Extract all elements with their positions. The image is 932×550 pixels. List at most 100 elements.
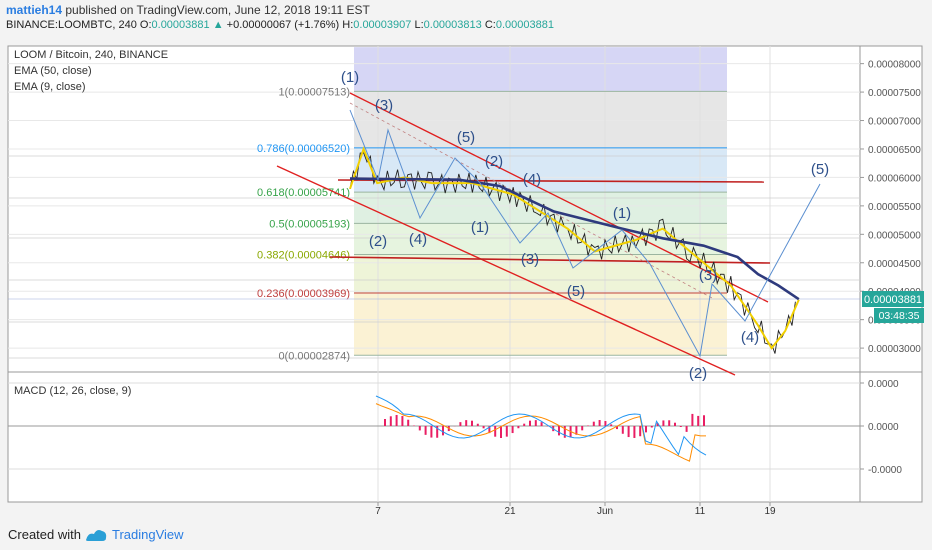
macd-histogram-bar (511, 426, 514, 434)
macd-line (375, 395, 707, 456)
price-tick-label: 0.00006000 (868, 173, 921, 184)
wave-label: (1) (471, 219, 489, 236)
macd-histogram-bar (523, 423, 526, 426)
fib-zone-3 (354, 192, 727, 224)
time-tick-label: 19 (764, 506, 776, 517)
wave-label: (5) (457, 129, 475, 146)
channel-lower-line[interactable] (276, 165, 736, 376)
fib-zone-2 (354, 147, 727, 193)
fib-label: 0.382(0.00004646) (257, 249, 350, 261)
macd-histogram-bar (558, 426, 560, 436)
macd-histogram-bar (703, 415, 705, 426)
chart-canvas[interactable]: 0.00008000 0.00007500 0.00007000 0.00006500… (0, 38, 932, 520)
fib-label: 0.618(0.00005741) (257, 187, 350, 199)
macd-histogram-bar (645, 426, 647, 433)
macd-histogram-bar (395, 414, 398, 426)
fib-label: 0.786(0.00006520) (257, 143, 350, 155)
macd-histogram-bar (598, 420, 601, 426)
high-value: 0.00003907 (353, 19, 412, 31)
macd-signal-line (375, 403, 707, 462)
legend-macd[interactable]: MACD (12, 26, close, 9) (14, 385, 131, 397)
fib-lines: 1(0.00007513) 0.786(0.00006520) 0.618(0.00… (257, 86, 727, 362)
macd-histogram-bar (633, 426, 636, 438)
macd-histogram-bar (627, 426, 630, 438)
macd-histogram-bar (488, 426, 491, 434)
fib-label: 0(0.00002874) (278, 350, 350, 362)
time-tick-label: 7 (375, 506, 381, 517)
macd-histogram-bar (685, 426, 688, 432)
low-value: 0.00003813 (423, 19, 482, 31)
macd-histogram-bar (517, 426, 520, 429)
legend-ema50[interactable]: EMA (50, close) (14, 65, 92, 77)
footer: Created with TradingView (0, 520, 932, 550)
wave-label: (5) (567, 283, 585, 300)
wave-label: (3) (375, 97, 393, 114)
macd-histogram-bar (534, 420, 537, 426)
close-value: 0.00003881 (495, 19, 554, 31)
macd-histogram-bar (662, 420, 665, 426)
author-link[interactable]: mattieh14 (6, 3, 63, 17)
macd-histogram-bar (604, 421, 607, 426)
fib-zone-1 (354, 91, 727, 148)
time-tick-label: Jun (597, 506, 613, 517)
created-with-label: Created with (8, 527, 81, 542)
symbol-label: BINANCE:LOOMBTC, 240 (6, 19, 137, 31)
macd-histogram-bar (656, 423, 659, 426)
channel-upper-line[interactable] (349, 92, 769, 303)
fib-zone-6 (354, 292, 727, 356)
tradingview-brand-link[interactable]: TradingView (112, 527, 184, 542)
support-line[interactable] (329, 256, 771, 264)
wave-label: (4) (741, 329, 759, 346)
macd-histogram-bar (459, 422, 462, 426)
macd-histogram-bar (540, 422, 543, 426)
macd-histogram-bar (575, 426, 578, 435)
macd-histogram-bar (389, 416, 392, 426)
macd-histogram-bar (424, 426, 427, 435)
fib-label: 0.236(0.00003969) (257, 288, 350, 300)
ohlc-line: BINANCE:LOOMBTC, 240 O:0.00003881 ▲ +0.0… (6, 19, 554, 31)
price-tick-label: 0.00008000 (868, 60, 921, 71)
macd-tick-label: 0.0000 (868, 379, 899, 390)
elliott-wave-path[interactable] (349, 109, 821, 358)
high-label: H: (342, 19, 354, 31)
price-badge-text: 0.00003881 (864, 294, 922, 306)
macd-histogram-bar (407, 419, 410, 426)
fib-label: 1(0.00007513) (278, 86, 350, 98)
tradingview-logo-icon[interactable] (84, 526, 108, 544)
price-badge: 0.00003881 03:48:35 (862, 291, 924, 323)
macd-histogram-bar (476, 423, 479, 426)
countdown-badge-text: 03:48:35 (879, 310, 920, 322)
close-label: C: (484, 19, 496, 31)
macd-histogram-bar (436, 426, 439, 438)
open-value: 0.00003881 (151, 19, 210, 31)
ema50-series (349, 177, 800, 301)
price-tick-label: 0.00004500 (868, 259, 921, 270)
wave-label: (5) (811, 161, 829, 178)
price-tick-label: 0.00005500 (868, 202, 921, 213)
fib-label: 0.5(0.00005193) (269, 218, 350, 230)
macd-histogram-bar (418, 426, 421, 431)
fib-zone-0 (354, 47, 727, 92)
time-axis: 7 21 Jun 11 19 (375, 502, 776, 517)
macd-histogram-bar (650, 426, 653, 428)
legend-ema9[interactable]: EMA (9, close) (14, 81, 86, 93)
macd-histogram-bar (616, 426, 618, 430)
low-label: L: (414, 19, 424, 31)
macd-histogram-bar (471, 420, 473, 426)
countdown-badge-bg (874, 308, 924, 323)
publish-line: mattieh14 published on TradingView.com, … (6, 3, 370, 17)
macd-histogram-bar (697, 415, 700, 426)
wave-label: (2) (689, 365, 707, 382)
wave-label: (4) (523, 171, 541, 188)
macd-histogram-bar (679, 426, 682, 427)
macd-histogram-bar (442, 426, 444, 436)
wave-label: (3) (699, 267, 717, 284)
macd-histogram-bar (621, 426, 624, 434)
price-tick-label: 0.00005000 (868, 230, 921, 241)
macd-histogram-bar (674, 422, 676, 426)
legend-title: LOOM / Bitcoin, 240, BINANCE (14, 49, 168, 61)
macd-histogram-bar (430, 426, 433, 438)
macd-histogram-bar (384, 419, 386, 426)
macd-histogram-bar (610, 424, 613, 426)
macd-histogram-bar (639, 426, 642, 437)
